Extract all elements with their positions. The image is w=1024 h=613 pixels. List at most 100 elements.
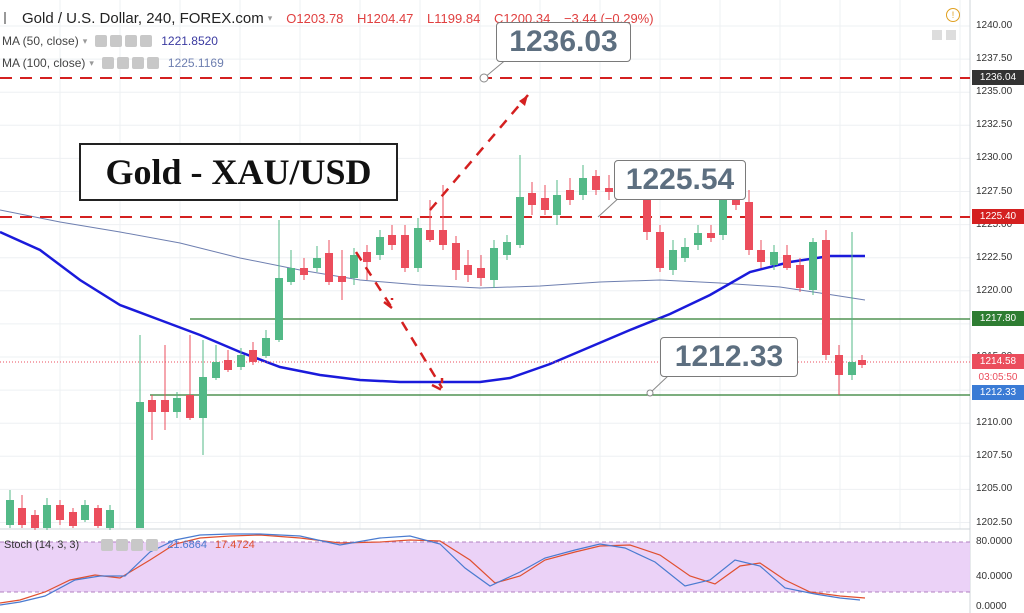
candle-body [848,362,856,375]
stoch-d-value: 17.4724 [214,539,255,551]
candle-body [553,195,561,215]
candle-body [414,228,422,268]
candle-body [694,233,702,245]
candle-body [363,252,371,262]
chevron-down-icon[interactable]: ▾ [82,35,88,46]
callout-1225[interactable]: 1225.54 [614,160,746,200]
close-value: C1200.34 [493,10,551,26]
change-value: −3.44 (−0.29%) [563,10,654,26]
candle-body [592,176,600,190]
price-axis-label: 1227.50 [976,185,1013,197]
callout-1236[interactable]: 1236.03 [496,22,631,62]
stoch-axis-label: 40.0000 [976,571,1013,582]
info-icon[interactable]: ! [946,8,960,22]
candle-body [31,515,39,528]
candle-body [439,230,447,245]
candle-body [477,268,485,278]
ma50-legend[interactable]: MA (50, close) ▾ 1221.8520 [2,34,218,48]
candle-body [69,512,77,526]
candle-body [262,338,270,356]
candle-body [350,255,358,278]
ma100-buttons[interactable] [101,57,162,69]
ma50-label: MA (50, close) [2,34,79,48]
chart-header: Gold / U.S. Dollar, 240, FOREX.com ▾ O12… [0,6,664,30]
low-value: L1199.84 [427,10,481,26]
stoch-buttons[interactable] [101,539,161,551]
candle-body [148,400,156,412]
price-axis-label: 1240.00 [976,20,1013,31]
candle-body [528,193,536,205]
candle-body [388,235,396,245]
candle-body [161,400,169,412]
ma100-label: MA (100, close) [2,56,86,70]
candle-body [287,268,295,282]
price-axis-label: 1202.50 [976,516,1013,528]
tag-1212: 1212.33 [972,385,1024,400]
high-value: H1204.47 [357,10,414,26]
price-axis-label: 1205.00 [976,483,1013,495]
candle-body [6,500,14,525]
gear-icon [116,57,129,69]
chevron-down-icon[interactable]: ▾ [89,57,94,68]
candle-body [224,360,232,370]
price-axis-label: 1232.50 [976,119,1013,131]
candle-body [106,510,114,528]
symbol-title[interactable]: Gold / U.S. Dollar, 240, FOREX.com [22,9,264,27]
tag-1214: 1214.58 [972,354,1024,369]
stoch-k-line [0,533,861,606]
candle-body [707,233,715,238]
close-icon [131,57,144,69]
price-axis-label: 1230.00 [976,152,1013,164]
hide-icon[interactable] [946,30,956,40]
ma100-legend[interactable]: MA (100, close) ▾ 1225.1169 [2,56,224,70]
stoch-band [0,542,970,592]
candle-body [81,505,89,520]
projection-arrows [354,94,529,393]
candle-body [835,355,843,375]
price-axis-label: 1207.50 [976,450,1013,462]
tag-1236: 1236.04 [972,70,1024,85]
candle-body [656,232,664,268]
candle-body [237,355,245,367]
candle-body [579,178,587,195]
collapse-icon[interactable] [4,12,16,24]
candle-body [186,395,194,418]
candle-body [669,250,677,270]
eye-icon [101,57,114,69]
tag-1225: 1225.40 [972,209,1024,224]
candle-body [300,268,308,275]
candle-body [541,198,549,210]
stoch-d-line [0,534,866,604]
more-icon [146,57,159,69]
price-axis-label: 1222.50 [976,251,1013,263]
candle-body [809,242,817,290]
candle-body [516,197,524,245]
settings-icon[interactable] [932,30,942,40]
ma100-value: 1225.1169 [167,56,224,70]
close-icon [125,35,138,47]
candle-body [681,247,689,258]
candle-body [858,360,866,365]
ma50-buttons[interactable] [95,35,155,47]
ma50-value: 1221.8520 [161,34,218,48]
candle-body [275,278,283,340]
price-axis-label: 1235.00 [976,86,1013,98]
candle-body [173,398,181,412]
candle-body [605,188,613,192]
candle-body [719,188,727,235]
chevron-down-icon[interactable]: ▾ [267,12,273,23]
ma100-line [0,209,866,301]
candle-body [796,265,804,288]
stoch-axis-label: 80.0000 [976,536,1013,547]
candle-body [212,362,220,378]
stoch-legend[interactable]: Stoch (14, 3, 3) 21.6864 17.4724 [4,539,255,551]
callout-1212[interactable]: 1212.33 [660,337,798,377]
candle-body [376,237,384,255]
price-axis-label: 1220.00 [976,284,1013,296]
candle-body [745,202,753,250]
candle-body [43,505,51,528]
candle-body [325,253,333,282]
more-icon [140,35,153,47]
eye-icon [101,539,114,551]
